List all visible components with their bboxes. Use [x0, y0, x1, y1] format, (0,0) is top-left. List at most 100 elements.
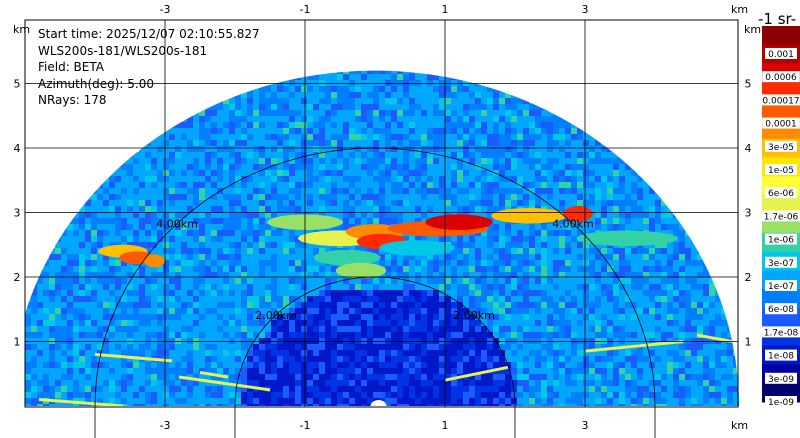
echo-cell [487, 248, 493, 254]
echo-cell [283, 152, 289, 158]
echo-cell [517, 230, 523, 236]
echo-cell [415, 218, 421, 224]
echo-cell [475, 338, 481, 344]
echo-cell [349, 308, 355, 314]
echo-cell [463, 104, 469, 110]
echo-cell [217, 356, 223, 362]
echo-cell [631, 200, 637, 206]
echo-cell [493, 380, 499, 386]
echo-cell [127, 218, 133, 224]
echo-cell [175, 236, 181, 242]
echo-cell [439, 284, 445, 290]
echo-cell [535, 356, 541, 362]
echo-cell [175, 176, 181, 182]
echo-cell [403, 182, 409, 188]
echo-cell [193, 134, 199, 140]
echo-cell [403, 152, 409, 158]
echo-cell [307, 374, 313, 380]
echo-cell [175, 152, 181, 158]
echo-cell [283, 308, 289, 314]
echo-cell [403, 266, 409, 272]
echo-cell [337, 182, 343, 188]
echo-cell [109, 308, 115, 314]
echo-cell [493, 158, 499, 164]
echo-cell [361, 344, 367, 350]
echo-cell [265, 278, 271, 284]
echo-cell [187, 146, 193, 152]
echo-cell [151, 200, 157, 206]
echo-cell [427, 74, 433, 80]
echo-cell [139, 320, 145, 326]
echo-cell [259, 344, 265, 350]
echo-cell [301, 362, 307, 368]
echo-cell [241, 350, 247, 356]
echo-cell [103, 206, 109, 212]
echo-cell [421, 70, 427, 74]
echo-cell [25, 350, 31, 356]
echo-cell [601, 368, 607, 374]
echo-cell [601, 206, 607, 212]
echo-cell [535, 344, 541, 350]
echo-cell [439, 164, 445, 170]
echo-cell [31, 380, 37, 386]
echo-cell [559, 218, 565, 224]
echo-cell [553, 332, 559, 338]
echo-cell [619, 302, 625, 308]
echo-cell [331, 70, 337, 74]
echo-cell [67, 332, 73, 338]
echo-cell [715, 290, 721, 296]
echo-cell [721, 350, 727, 356]
echo-cell [553, 230, 559, 236]
echo-cell [151, 152, 157, 158]
echo-cell [331, 170, 337, 176]
echo-cell [493, 122, 499, 128]
echo-cell [421, 254, 427, 260]
echo-cell [127, 320, 133, 326]
echo-cell [337, 212, 343, 218]
echo-cell [535, 308, 541, 314]
echo-cell [199, 176, 205, 182]
echo-cell [655, 320, 661, 326]
echo-cell [415, 350, 421, 356]
echo-cell [91, 350, 97, 356]
echo-cell [337, 98, 343, 104]
echo-cell [121, 356, 127, 362]
echo-cell [475, 164, 481, 170]
echo-cell [439, 350, 445, 356]
echo-cell [217, 128, 223, 134]
echo-cell [385, 338, 391, 344]
echo-cell [583, 320, 589, 326]
echo-cell [199, 350, 205, 356]
echo-cell [523, 320, 529, 326]
echo-cell [427, 70, 433, 74]
echo-cell [391, 338, 397, 344]
echo-cell [241, 218, 247, 224]
echo-cell [715, 368, 721, 374]
echo-cell [475, 122, 481, 128]
echo-cell [403, 314, 409, 320]
echo-cell [547, 104, 553, 110]
echo-cell [709, 296, 715, 302]
echo-cell [433, 380, 439, 386]
echo-cell [619, 158, 625, 164]
echo-cell [67, 314, 73, 320]
echo-cell [85, 380, 91, 386]
echo-cell [391, 254, 397, 260]
echo-cell [433, 182, 439, 188]
echo-cell [181, 326, 187, 332]
echo-cell [187, 254, 193, 260]
echo-cell [463, 92, 469, 98]
echo-cell [229, 170, 235, 176]
echo-cell [55, 314, 61, 320]
echo-cell [103, 182, 109, 188]
echo-cell [553, 338, 559, 344]
echo-cell [319, 332, 325, 338]
echo-cell [199, 110, 205, 116]
echo-cell [379, 260, 385, 266]
echo-cell [571, 302, 577, 308]
echo-cell [331, 302, 337, 308]
echo-cell [79, 380, 85, 386]
echo-cell [289, 320, 295, 326]
echo-cell [169, 368, 175, 374]
echo-cell [487, 152, 493, 158]
